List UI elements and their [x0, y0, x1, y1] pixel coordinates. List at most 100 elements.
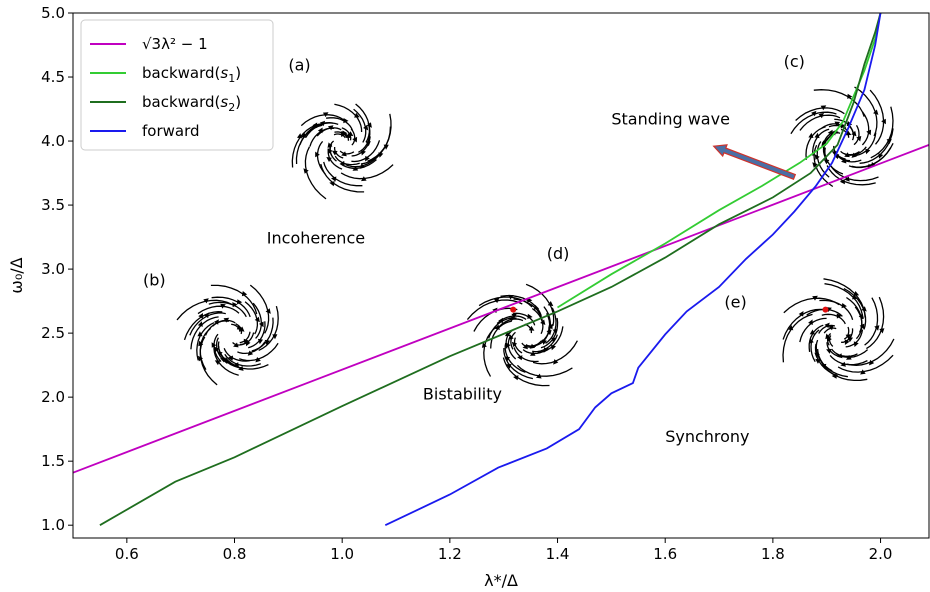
streamline-arrowhead — [233, 342, 239, 348]
streamline-arrowhead — [354, 112, 360, 118]
fixed-point-marker — [822, 306, 829, 313]
streamline-arrowhead — [798, 311, 804, 317]
streamline-arrowhead — [824, 322, 830, 329]
streamline-arrowhead — [541, 339, 547, 345]
axes: 0.6 0.8 1.0 1.2 1.4 1.6 1.8 2.0 1.0 1.5 2.0 2.5 3.0 3… — [7, 4, 930, 590]
streamline-arrowhead — [203, 312, 209, 319]
streamline — [211, 296, 251, 318]
streamline-arrowhead — [505, 331, 511, 337]
series-line — [557, 12, 882, 309]
streamline-arrowhead — [265, 308, 271, 314]
streamline-arrowhead — [223, 317, 230, 323]
streamline-arrowhead — [232, 302, 238, 308]
streamline — [525, 283, 555, 327]
streamline — [545, 307, 557, 344]
streamline-arrowhead — [328, 125, 334, 131]
y-axis-label: ω₀/Δ — [7, 257, 26, 293]
region-label: Incoherence — [267, 228, 365, 247]
vector-field-inset: (e) — [724, 278, 895, 382]
streamline-arrowhead — [536, 373, 542, 379]
x-tick-label: 1.4 — [546, 545, 570, 563]
vector-field-inset: (b) — [143, 271, 279, 386]
streamline — [805, 126, 826, 160]
streamline-arrowhead — [834, 121, 841, 127]
streamline-arrowhead — [197, 321, 203, 327]
streamline-arrowhead — [239, 326, 245, 332]
streamline-arrowhead — [540, 319, 546, 325]
streamline-arrowhead — [840, 361, 846, 367]
vector-field-insets: (a) (b) (c) (d) (e) — [143, 52, 895, 387]
y-tick-label: 3.5 — [41, 196, 65, 214]
streamline-arrowhead — [847, 93, 853, 99]
inset-label: (a) — [288, 56, 310, 75]
streamline — [866, 296, 885, 350]
y-tick-label: 4.0 — [41, 132, 65, 150]
streamline-arrowhead — [858, 313, 864, 319]
streamline-arrowhead — [861, 306, 867, 312]
streamline — [210, 284, 258, 315]
legend-label: backward(s1) — [142, 64, 241, 85]
streamline-arrowhead — [529, 351, 536, 356]
fixed-point-marker — [510, 306, 517, 313]
streamline — [244, 301, 259, 335]
streamline-arrowhead — [851, 130, 857, 137]
streamline — [340, 164, 394, 180]
streamline-arrowhead — [881, 118, 886, 125]
streamline — [864, 297, 879, 346]
streamline-arrowhead — [553, 359, 559, 365]
streamline-arrowhead — [297, 133, 303, 139]
streamline-arrowhead — [844, 339, 850, 345]
streamline-arrowhead — [815, 358, 821, 364]
streamline-arrowhead — [825, 333, 831, 340]
streamline-arrowhead — [827, 129, 833, 136]
streamline — [840, 150, 860, 156]
series-line — [384, 12, 882, 527]
legend-box — [80, 19, 274, 151]
y-tick-label: 2.0 — [41, 388, 65, 406]
streamline — [316, 127, 342, 137]
streamline-arrowhead — [508, 316, 514, 322]
streamline-arrowhead — [272, 334, 278, 340]
streamline-arrowhead — [211, 342, 217, 348]
streamline-arrowhead — [828, 325, 834, 331]
streamline-arrowhead — [788, 325, 794, 331]
streamline-arrowhead — [332, 150, 338, 156]
streamline-arrowhead — [844, 152, 850, 158]
streamline-arrowhead — [378, 152, 384, 158]
streamline-arrowhead — [859, 323, 865, 330]
streamline-arrowhead — [511, 341, 518, 348]
series-lines — [72, 12, 930, 527]
streamline-arrowhead — [845, 130, 852, 136]
streamline-arrowhead — [818, 112, 824, 119]
streamline-arrowhead — [352, 166, 359, 171]
streamline-arrowhead — [811, 110, 817, 117]
streamline-arrowhead — [506, 364, 512, 369]
y-tick-label: 3.0 — [41, 260, 65, 278]
streamline — [329, 140, 335, 157]
y-tick-label: 5.0 — [41, 4, 65, 22]
streamline-arrowhead — [301, 132, 307, 138]
streamline — [503, 348, 534, 380]
streamline — [790, 111, 837, 135]
streamline-arrowhead — [227, 355, 233, 361]
inset-label: (d) — [547, 244, 570, 263]
streamline-arrowhead — [361, 149, 366, 156]
streamline — [258, 305, 279, 351]
streamline-arrowhead — [255, 357, 261, 363]
x-tick-label: 1.2 — [438, 545, 462, 563]
streamline-arrowhead — [326, 157, 332, 162]
streamline — [496, 318, 524, 330]
streamline-arrowhead — [808, 132, 814, 138]
streamline-arrowhead — [315, 151, 320, 158]
x-tick-label: 1.0 — [330, 545, 354, 563]
streamline-arrowhead — [233, 362, 239, 368]
x-tick-label: 0.6 — [115, 545, 139, 563]
streamline-arrowhead — [247, 350, 254, 356]
streamline — [799, 317, 827, 343]
streamline — [824, 147, 844, 175]
streamline — [812, 128, 830, 156]
streamline — [334, 155, 360, 166]
standing-wave-arrow — [712, 144, 797, 180]
streamline — [870, 106, 894, 159]
streamline — [350, 128, 356, 146]
